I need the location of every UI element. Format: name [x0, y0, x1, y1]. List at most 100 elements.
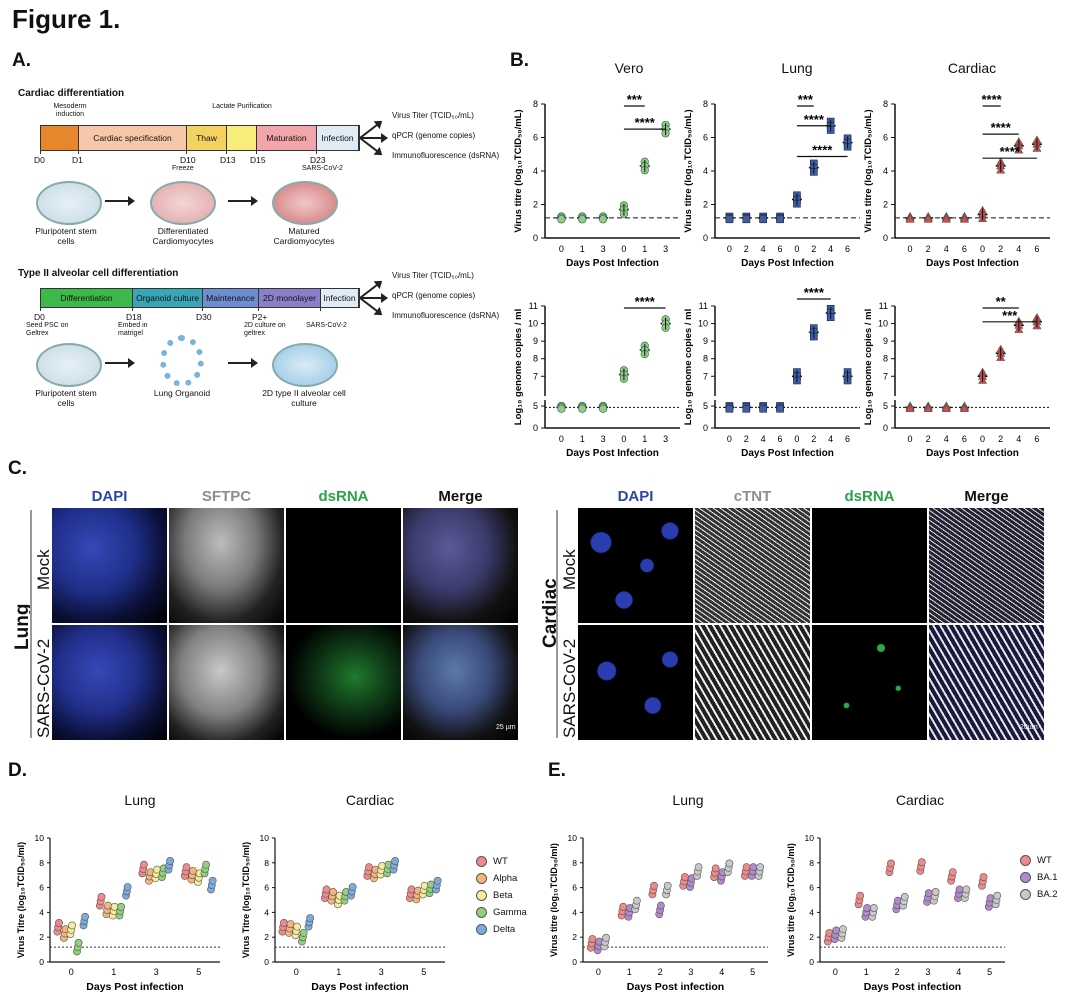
de-xtick-label: 3: [379, 967, 384, 977]
legend-label: Gamma: [493, 907, 527, 918]
b-ytick-label: 9: [703, 336, 708, 346]
b-xtick-label: 2: [811, 244, 816, 254]
legend-swatch: [1020, 872, 1031, 883]
de-ytick-label: 6: [264, 883, 269, 893]
legend-item: Delta: [476, 924, 515, 935]
de-point: [656, 901, 665, 910]
de-point: [725, 859, 734, 868]
de-point: [322, 885, 331, 894]
b-sig-label: **: [996, 294, 1007, 309]
arrow-1: [105, 196, 135, 206]
timeline-tick-label: D1: [72, 155, 83, 165]
matured-dish: [272, 181, 338, 225]
legend-label: BA.2: [1037, 889, 1058, 900]
b-point: [941, 214, 951, 223]
b-ylabel: Log₁₀ genome copies / ml: [513, 309, 524, 425]
de-point: [887, 859, 895, 868]
de-xlabel: Days Post infection: [864, 981, 961, 993]
b-ytick-label: 0: [533, 423, 538, 433]
de-point: [74, 938, 83, 947]
de-point: [433, 876, 442, 885]
c-left-row-mock: Mock: [34, 549, 53, 590]
de-xtick-label: 1: [336, 967, 341, 977]
b-ytick-label: 7: [533, 371, 538, 381]
b-ytick-label: 5: [883, 401, 888, 411]
de-xtick-label: 0: [294, 967, 299, 977]
de-xtick-label: 5: [750, 967, 755, 977]
de-ytick-label: 0: [264, 957, 269, 967]
de-xtick-label: 1: [627, 967, 632, 977]
timeline-tick: [40, 306, 41, 311]
de-point: [348, 883, 357, 891]
b-ylabel: Virus titre (log₁₀TCID₅₀/mL): [683, 109, 694, 232]
de-point: [329, 888, 337, 896]
de-point: [856, 891, 865, 900]
c-channel-header: dsRNA: [318, 488, 369, 505]
b-title-cardiac: Cardiac: [947, 60, 997, 76]
c-channel-header: cTNT: [733, 488, 772, 505]
b-ylabel: Log₁₀ genome copies / ml: [683, 309, 694, 425]
b-xtick-label: 3: [663, 434, 668, 444]
b-xtick-label: 0: [621, 434, 626, 444]
b-xtick-label: 6: [778, 244, 783, 254]
b-point: [923, 214, 933, 223]
alveolar-dish: [272, 343, 338, 387]
timeline-segment: Organoid culture: [133, 289, 203, 307]
de-point: [286, 920, 295, 929]
b-point: [941, 404, 951, 413]
timeline-tick-label: D0: [34, 155, 45, 165]
c-micrograph: [403, 625, 518, 740]
b-ytick-label: 8: [883, 354, 888, 364]
de-point: [299, 928, 308, 937]
e-plot: 0 2 4 6 8 10 0 1 2 3 4 5 Days Post infection Virus ti…: [549, 833, 768, 993]
legend-label: BA.1: [1037, 872, 1058, 883]
de-xtick-label: 0: [69, 967, 74, 977]
b-point: [725, 404, 734, 413]
de-point: [979, 873, 988, 881]
timeline-tick-note: SARS-CoV-2: [302, 165, 343, 172]
c-micrograph: [695, 508, 810, 623]
timeline-tick-note: Seed PSC on Geltrex: [26, 322, 69, 337]
de-point: [694, 863, 703, 872]
output-label: qPCR (genome copies): [392, 131, 476, 140]
b-xtick-label: 2: [744, 244, 749, 254]
de-point: [680, 873, 689, 881]
de-ytick-label: 4: [264, 907, 269, 917]
b-ytick-label: 4: [533, 166, 538, 176]
de-ytick-label: 2: [809, 932, 814, 942]
c-scalebar-left: 25 µm: [496, 724, 516, 731]
b-ytick-label: 10: [528, 319, 538, 329]
de-xtick-label: 4: [719, 967, 724, 977]
b-xtick-label: 2: [998, 244, 1003, 254]
output-arrow: [359, 297, 382, 315]
arrow-2: [228, 196, 258, 206]
b-point: [905, 404, 915, 413]
b-ytick-label: 0: [703, 423, 708, 433]
b-title-vero: Vero: [614, 60, 644, 76]
de-point: [140, 860, 148, 869]
timeline-segment: Maturation: [257, 126, 317, 150]
b-sig-label: ****: [812, 143, 833, 158]
output-arrow: [359, 137, 382, 155]
c-micrograph: [929, 508, 1044, 623]
de-xtick-label: 5: [987, 967, 992, 977]
output-label: qPCR (genome copies): [392, 291, 476, 300]
timeline-tick: [256, 149, 257, 154]
c-micrograph: [812, 508, 927, 623]
cardiac-flow-title: Cardiac differentiation: [18, 88, 125, 99]
b-ytick-label: 6: [703, 133, 708, 143]
timeline-segment: [41, 126, 79, 150]
stage-alveolar: 2D type II alveolar cell culture: [262, 388, 346, 408]
b-xtick-label: 4: [761, 434, 766, 444]
b-xtick-label: 1: [642, 244, 647, 254]
c-micrograph: [812, 625, 927, 740]
b-axis-break: [541, 396, 549, 401]
b-xtick-label: 0: [559, 434, 564, 444]
timeline-tick-label: D15: [250, 155, 266, 165]
de-xtick-label: 0: [596, 967, 601, 977]
b-point: [598, 215, 608, 224]
timeline-tick-label: D0: [34, 312, 45, 322]
b-point: [759, 215, 767, 224]
b-xtick-label: 2: [744, 434, 749, 444]
